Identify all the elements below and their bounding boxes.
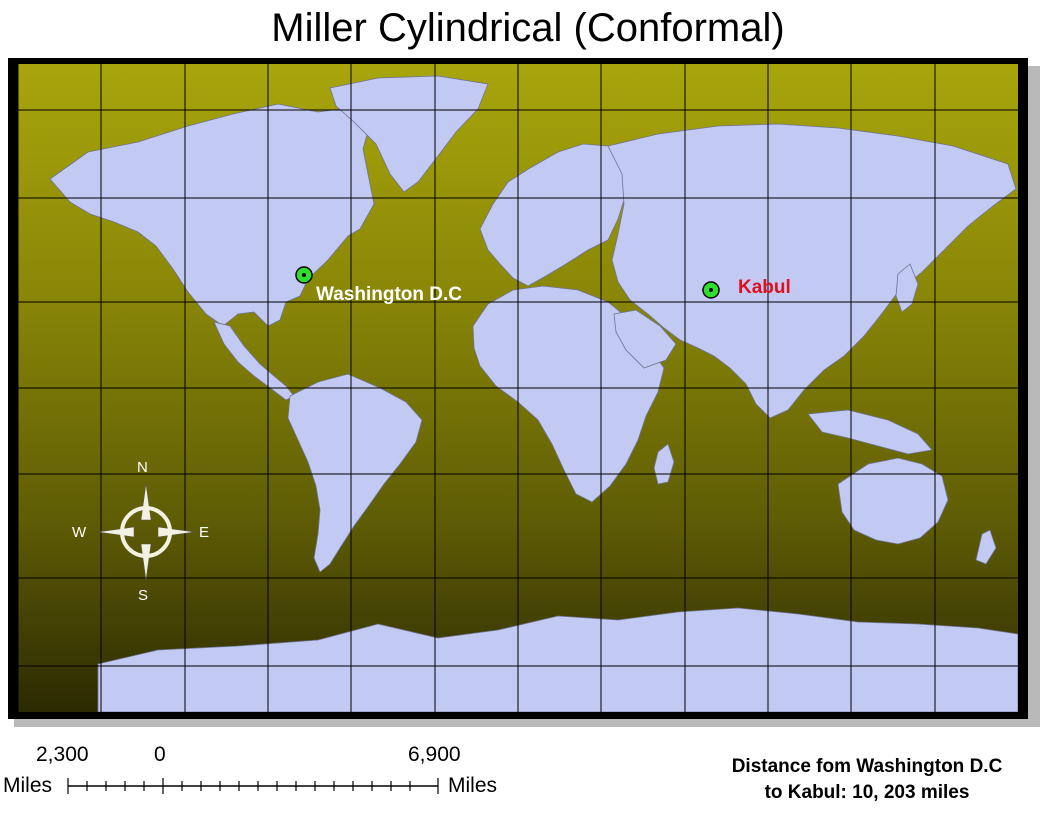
southeast-asia-islands	[807, 409, 933, 455]
australia	[837, 457, 949, 545]
africa	[472, 285, 665, 503]
europe	[479, 143, 629, 287]
scale-label-6900: 6,900	[408, 743, 461, 766]
antarctica	[97, 607, 1018, 712]
compass-rose-icon	[97, 483, 195, 581]
scale-label-2300: 2,300	[36, 743, 89, 766]
distance-line-2: to Kabul: 10, 203 miles	[764, 782, 970, 803]
scale-label-0: 0	[154, 743, 166, 766]
compass-west-label: W	[72, 524, 87, 541]
map-title: Miller Cylindrical (Conformal)	[271, 6, 785, 50]
distance-note: Distance fom Washington D.C to Kabul: 10…	[690, 754, 1044, 806]
washington-label: Washington D.C	[316, 284, 462, 305]
north-america	[49, 103, 375, 327]
japan	[895, 263, 919, 313]
scale-unit-right: Miles	[448, 774, 498, 797]
new-zealand	[975, 529, 997, 565]
washington-marker[interactable]	[295, 266, 313, 284]
arabia	[613, 309, 677, 369]
compass-east-label: E	[199, 524, 210, 541]
kabul-label: Kabul	[738, 277, 791, 298]
greenland	[329, 75, 489, 193]
landmasses	[49, 75, 1018, 712]
scale-ruler	[67, 778, 439, 794]
world-map[interactable]	[18, 64, 1018, 712]
compass-north-label: N	[137, 459, 148, 476]
kabul-marker[interactable]	[702, 281, 720, 299]
scale-unit-left: Miles	[3, 774, 53, 797]
distance-line-1: Distance fom Washington D.C	[731, 756, 1003, 777]
compass-south-label: S	[138, 587, 149, 604]
graticule	[18, 64, 1018, 712]
